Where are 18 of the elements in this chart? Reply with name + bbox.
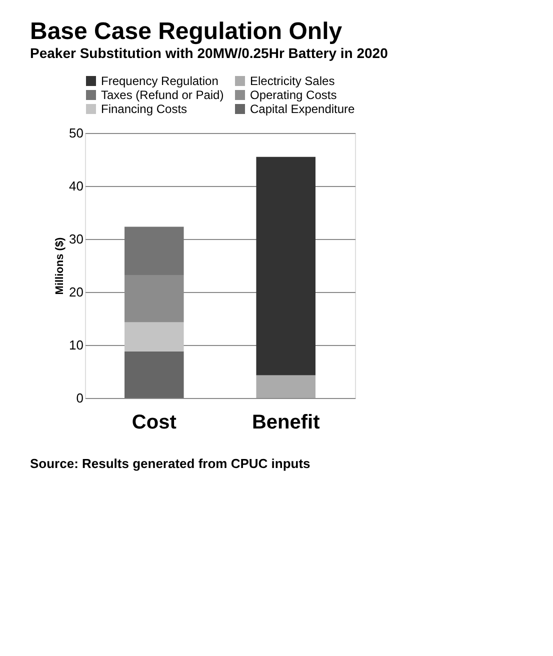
chart-subtitle: Peaker Substitution with 20MW/0.25Hr Battery in 2020 <box>30 45 388 61</box>
y-tick-label: 40 <box>69 178 84 194</box>
y-tick-label: 10 <box>69 338 84 352</box>
legend-label: Operating Costs <box>250 88 337 102</box>
y-tick-label: 50 <box>69 126 84 140</box>
legend-label: Taxes (Refund or Paid) <box>101 88 224 102</box>
y-axis-title: Millions ($) <box>54 236 66 295</box>
x-tick-label: Benefit <box>252 412 320 434</box>
y-tick-label: 20 <box>69 284 84 300</box>
y-tick-label: 0 <box>76 390 84 406</box>
y-tick-label: 30 <box>69 232 84 246</box>
legend-label: Frequency Regulation <box>101 74 218 88</box>
chart-title: Base Case Regulation Only <box>30 18 343 45</box>
legend-label: Electricity Sales <box>250 74 335 88</box>
source-note: Source: Results generated from CPUC inputs <box>30 456 310 471</box>
legend-label: Financing Costs <box>101 102 188 116</box>
legend-label: Capital Expenditure <box>250 102 356 116</box>
x-tick-label: Cost <box>132 412 177 434</box>
